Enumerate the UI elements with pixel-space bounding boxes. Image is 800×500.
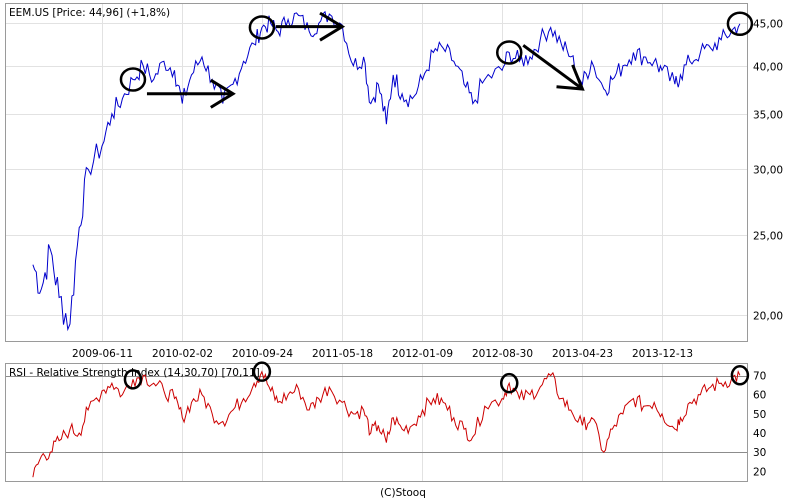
price-horizontal-grid — [6, 23, 747, 316]
rsi-line — [32, 370, 741, 478]
rsi-y-axis: 20 30 40 50 60 70 — [753, 371, 766, 479]
price-peak-circle — [119, 67, 147, 92]
rsi-y-tick-label: 30 — [753, 447, 766, 459]
trend-arrow-head — [556, 64, 585, 91]
price-y-axis: 20,00 25,00 30,00 35,00 40,00 45,00 — [753, 19, 783, 323]
price-y-tick-label: 40,00 — [753, 62, 783, 74]
rsi-peak-circle — [730, 365, 750, 386]
rsi-reference-lines — [6, 376, 747, 453]
rsi-panel-border — [5, 363, 748, 482]
footer-credit: (C)Stooq — [380, 487, 426, 499]
x-tick-label: 2010-02-02 — [152, 348, 213, 360]
price-line — [32, 10, 741, 332]
x-tick-label: 2009-06-11 — [72, 348, 133, 360]
price-chart-title: EEM.US [Price: 44,96] (+1,8%) — [9, 7, 170, 19]
price-peak-circle — [248, 15, 276, 40]
price-panel: EEM.US [Price: 44,96] (+1,8%) 20,00 25,00… — [5, 3, 783, 342]
x-tick-label: 2010-09-24 — [232, 348, 293, 360]
rsi-series — [32, 370, 741, 478]
price-y-tick-label: 35,00 — [753, 110, 783, 122]
price-peak-circle — [726, 11, 754, 37]
rsi-chart-title: RSI - Relative Strength Index (14,30,70)… — [9, 367, 260, 379]
x-tick-label: 2011-05-18 — [312, 348, 373, 360]
x-tick-label: 2012-08-30 — [472, 348, 533, 360]
price-y-tick-label: 20,00 — [753, 311, 783, 323]
price-panel-border — [5, 3, 748, 342]
trend-arrow-head — [210, 78, 236, 109]
rsi-peak-circle — [499, 372, 519, 394]
annotations — [119, 11, 754, 109]
price-y-tick-label: 25,00 — [753, 231, 783, 243]
price-vertical-grid — [102, 4, 663, 341]
x-tick-label: 2013-12-13 — [632, 348, 693, 360]
rsi-y-tick-label: 40 — [753, 428, 766, 440]
price-peak-circle — [495, 40, 523, 65]
price-y-tick-label: 30,00 — [753, 165, 783, 177]
rsi-y-tick-label: 70 — [753, 371, 766, 383]
rsi-annotations — [123, 361, 750, 394]
rsi-y-tick-label: 50 — [753, 409, 766, 421]
rsi-peak-circle — [252, 361, 272, 382]
rsi-panel: RSI - Relative Strength Index (14,30,70)… — [5, 361, 766, 482]
rsi-y-tick-label: 20 — [753, 466, 766, 478]
x-tick-label: 2013-04-23 — [552, 348, 613, 360]
x-tick-label: 2012-01-09 — [392, 348, 453, 360]
trend-arrow-head — [319, 11, 346, 42]
trend-arrow-shaft — [522, 44, 584, 91]
x-axis: 2009-06-11 2010-02-02 2010-09-24 2011-05-18… — [72, 348, 693, 360]
price-y-tick-label: 45,00 — [753, 19, 783, 31]
rsi-y-tick-label: 60 — [753, 390, 766, 402]
rsi-peak-circle — [123, 369, 143, 390]
price-series — [32, 10, 741, 332]
rsi-vertical-grid — [102, 364, 663, 481]
